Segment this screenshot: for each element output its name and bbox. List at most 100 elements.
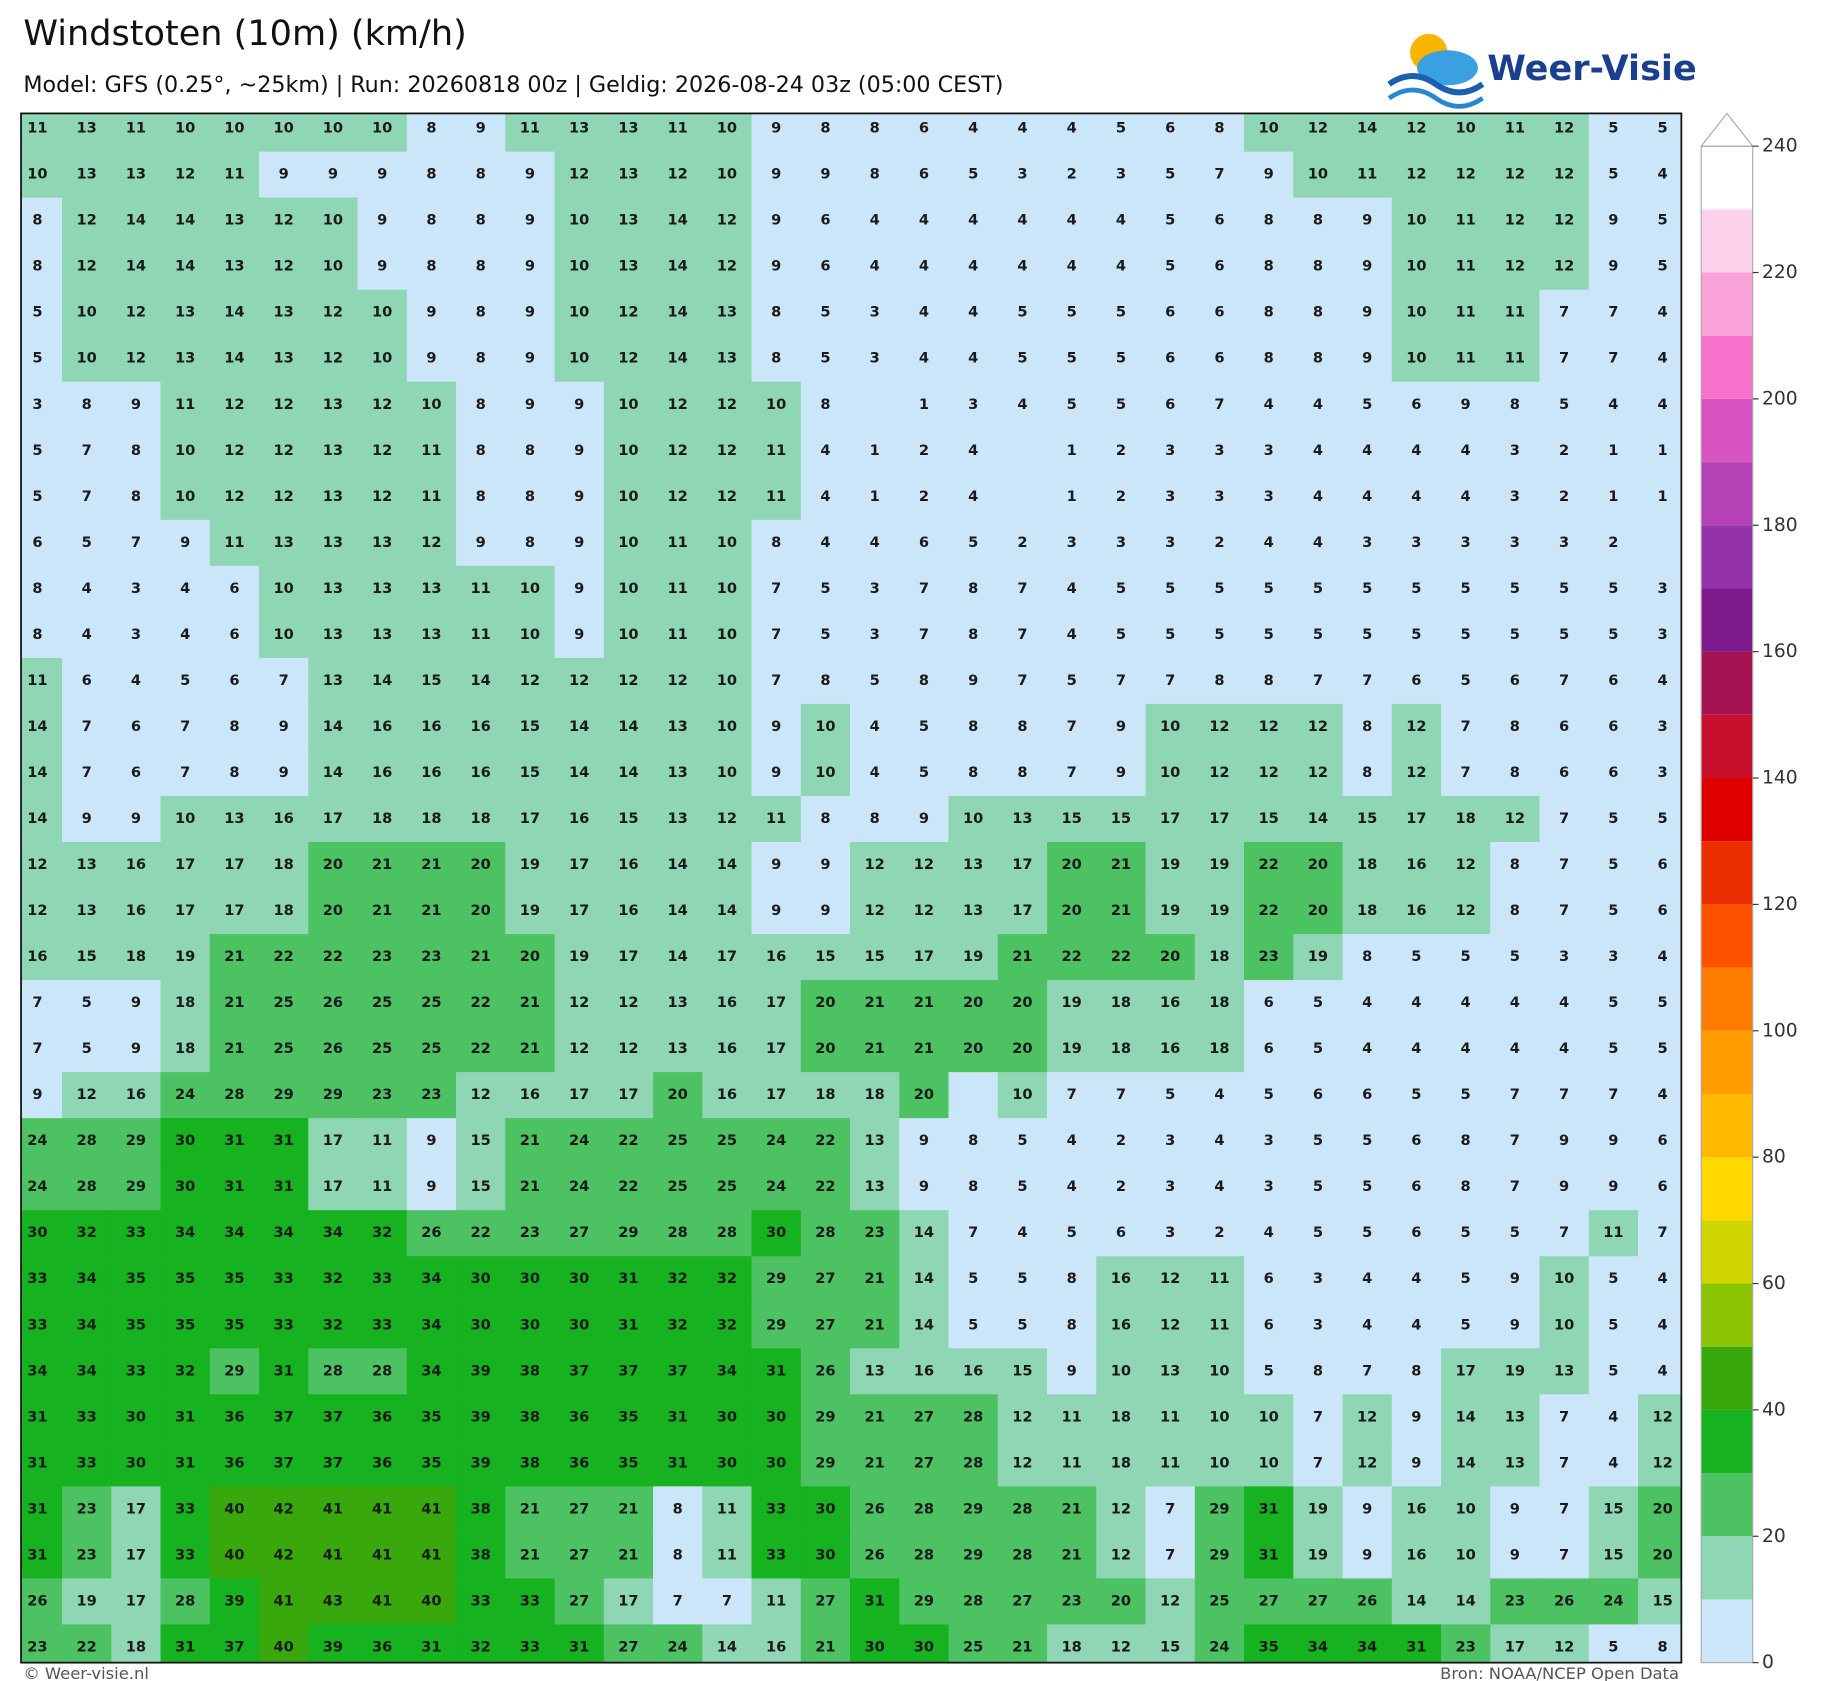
field-cell — [1441, 749, 1491, 797]
gust-value: 20 — [1012, 994, 1032, 1011]
field-cell — [1490, 657, 1541, 705]
gust-value: 17 — [618, 1592, 638, 1609]
field-cell — [1047, 473, 1097, 521]
field-cell — [111, 381, 162, 429]
gust-value: 18 — [815, 1086, 835, 1103]
gust-value: 31 — [273, 1178, 293, 1195]
gust-value: 7 — [1559, 1546, 1569, 1563]
gust-value: 8 — [1214, 120, 1224, 137]
field-cell — [899, 1256, 950, 1303]
gust-value: 38 — [470, 1546, 490, 1563]
field-cell — [603, 1394, 654, 1442]
gust-value: 5 — [1264, 1362, 1274, 1379]
field-cell — [997, 1486, 1048, 1534]
gust-value: 6 — [1264, 994, 1274, 1011]
gust-value: 8 — [673, 1500, 683, 1517]
field-cell — [456, 1026, 506, 1073]
field-cell — [456, 1624, 506, 1663]
field-cell — [308, 1532, 359, 1580]
field-cell — [1047, 842, 1097, 889]
field-cell — [62, 1394, 112, 1442]
gust-value: 18 — [1357, 856, 1377, 873]
colorbar-band — [1701, 1157, 1753, 1221]
field-cell — [406, 611, 457, 659]
gust-value: 17 — [323, 1132, 343, 1149]
field-cell — [800, 1072, 851, 1119]
field-cell — [456, 113, 506, 153]
field-cell — [1096, 703, 1147, 751]
field-cell — [1638, 243, 1682, 291]
field-cell — [1588, 381, 1639, 429]
field-cell — [406, 795, 457, 843]
gust-value: 9 — [131, 1040, 141, 1057]
field-cell — [1145, 795, 1196, 843]
field-cell — [1244, 381, 1294, 429]
colorbar-band — [1701, 841, 1753, 905]
field-cell — [800, 1532, 851, 1580]
field-cell — [653, 289, 703, 337]
gust-value: 9 — [1362, 1546, 1372, 1563]
gust-value: 5 — [1510, 626, 1520, 643]
gust-value: 8 — [870, 120, 880, 137]
gust-value: 41 — [421, 1500, 441, 1517]
gust-value: 10 — [175, 810, 195, 827]
gust-value: 29 — [1209, 1500, 1229, 1517]
field-cell — [1194, 980, 1245, 1027]
gust-value: 14 — [618, 718, 638, 735]
gust-value: 13 — [963, 856, 983, 873]
field-cell — [899, 473, 950, 521]
colorbar-band — [1701, 588, 1753, 652]
field-cell — [1490, 1578, 1541, 1626]
gust-value: 22 — [1258, 902, 1278, 919]
gust-value: 30 — [520, 1316, 540, 1333]
gust-value: 4 — [1362, 1316, 1372, 1333]
gust-value: 13 — [667, 994, 687, 1011]
gust-value: 5 — [1017, 350, 1027, 367]
gust-value: 22 — [470, 994, 490, 1011]
field-cell — [751, 703, 802, 751]
gust-value: 21 — [864, 994, 884, 1011]
gust-value: 7 — [1362, 1362, 1372, 1379]
field-cell — [456, 473, 506, 521]
field-cell — [62, 335, 112, 383]
field-cell — [1391, 1210, 1442, 1257]
field-cell — [1194, 427, 1245, 475]
field-cell — [456, 1348, 506, 1396]
field-cell — [1194, 289, 1245, 337]
gust-value: 17 — [1455, 1362, 1475, 1379]
gust-value: 20 — [1061, 856, 1081, 873]
gust-value: 10 — [175, 120, 195, 137]
gust-value: 21 — [224, 994, 244, 1011]
gust-value: 25 — [963, 1638, 983, 1655]
field-cell — [1391, 1440, 1442, 1488]
gust-value: 14 — [667, 902, 687, 919]
field-cell — [800, 1624, 851, 1663]
field-cell — [357, 980, 408, 1027]
field-cell — [259, 335, 309, 383]
gust-value: 24 — [1209, 1638, 1229, 1655]
gust-value: 3 — [1264, 488, 1274, 505]
gust-value: 4 — [1362, 1040, 1372, 1057]
field-cell — [653, 473, 703, 521]
gust-value: 5 — [1116, 580, 1126, 597]
gust-value: 14 — [27, 718, 47, 735]
field-cell — [850, 1026, 900, 1073]
gust-value: 34 — [224, 1224, 244, 1241]
gust-value: 10 — [1111, 1362, 1131, 1379]
gust-value: 11 — [372, 1178, 392, 1195]
field-cell — [1293, 1072, 1344, 1119]
gust-value: 10 — [421, 396, 441, 413]
field-cell — [62, 473, 112, 521]
gust-value: 9 — [1362, 350, 1372, 367]
field-cell — [1145, 1302, 1196, 1349]
field-cell — [554, 611, 605, 659]
gust-value: 3 — [1461, 534, 1471, 551]
field-cell — [1441, 427, 1491, 475]
gust-value: 21 — [1111, 856, 1131, 873]
field-cell — [800, 113, 851, 153]
field-cell — [1441, 1302, 1491, 1349]
gust-value: 7 — [1559, 1454, 1569, 1471]
gust-value: 4 — [919, 304, 929, 321]
field-cell — [800, 381, 851, 429]
gust-value: 5 — [32, 442, 42, 459]
